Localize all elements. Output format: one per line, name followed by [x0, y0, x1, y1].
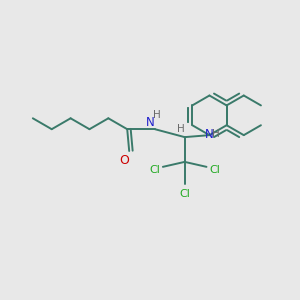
- Text: N: N: [205, 128, 213, 141]
- Text: Cl: Cl: [179, 189, 190, 199]
- Text: H: H: [212, 129, 220, 139]
- Text: H: H: [153, 110, 161, 120]
- Text: Cl: Cl: [149, 165, 161, 175]
- Text: Cl: Cl: [209, 165, 220, 175]
- Text: O: O: [119, 154, 129, 167]
- Text: N: N: [146, 116, 154, 129]
- Text: H: H: [177, 124, 184, 134]
